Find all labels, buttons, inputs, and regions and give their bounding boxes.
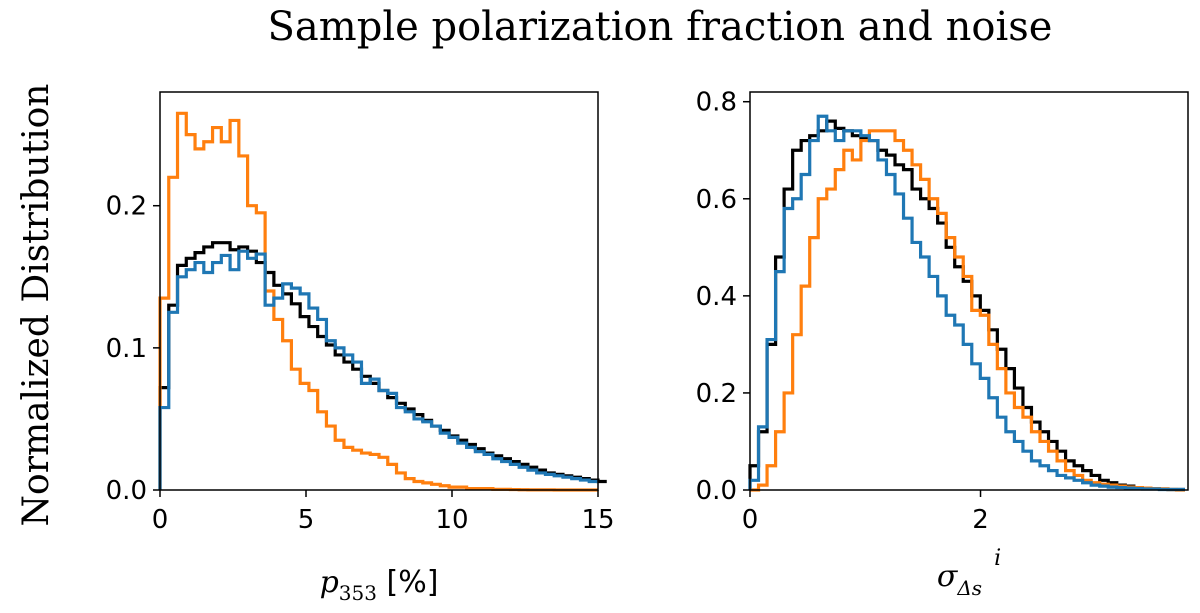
right-x-axis-label: σΔsi (937, 546, 1001, 600)
right-series-black (748, 119, 1185, 492)
left-series-black (158, 241, 607, 490)
right-ytick-label: 0.6 (696, 185, 737, 215)
left-x-axis-label: p353 [%] (320, 565, 439, 605)
right-xtick-label: 2 (972, 505, 989, 535)
left-xlabel-var: p (320, 565, 339, 600)
left-xlabel-unit: [%] (377, 565, 438, 600)
left-xtick-label: 10 (435, 505, 468, 535)
right-histogram-panel: 0 2 0.0 0.2 0.4 0.6 0.8 σΔsi (696, 88, 1189, 600)
left-series-blue (158, 249, 598, 490)
right-ytick-label: 0.4 (696, 282, 737, 312)
left-xtick-label: 15 (581, 505, 614, 535)
left-xtick-label: 0 (152, 505, 169, 535)
left-ytick-label: 0.0 (106, 476, 147, 506)
right-axes-frame (749, 91, 1189, 491)
right-ytick-label: 0.8 (696, 88, 737, 118)
figure-ylabel: Normalized Distribution (16, 84, 57, 527)
right-series-blue (748, 114, 1185, 492)
right-ytick-label: 0.2 (696, 379, 737, 409)
right-xlabel-var: σ (937, 559, 959, 594)
left-histogram-panel: 0 5 10 15 0.0 0.1 0.2 p353 [%] (106, 91, 615, 605)
left-axes-frame (159, 91, 599, 491)
left-ytick-label: 0.2 (106, 192, 147, 222)
right-xlabel-sub: Δs (956, 576, 982, 600)
right-ytick-label: 0.0 (696, 476, 737, 506)
right-series-orange (750, 129, 1185, 492)
left-series-orange (158, 111, 598, 492)
right-xtick-label: 0 (742, 505, 759, 535)
right-series-layer (748, 114, 1185, 492)
left-xlabel-sub: 353 (339, 581, 377, 605)
left-series-layer (158, 111, 607, 492)
right-tick-layer: 0 2 0.0 0.2 0.4 0.6 0.8 (696, 88, 989, 535)
left-tick-layer: 0 5 10 15 0.0 0.1 0.2 (106, 192, 615, 535)
left-ytick-label: 0.1 (106, 334, 147, 364)
figure-title: Sample polarization fraction and noise (268, 4, 1053, 50)
right-xlabel-sup: i (994, 546, 1001, 571)
left-xtick-label: 5 (298, 505, 315, 535)
